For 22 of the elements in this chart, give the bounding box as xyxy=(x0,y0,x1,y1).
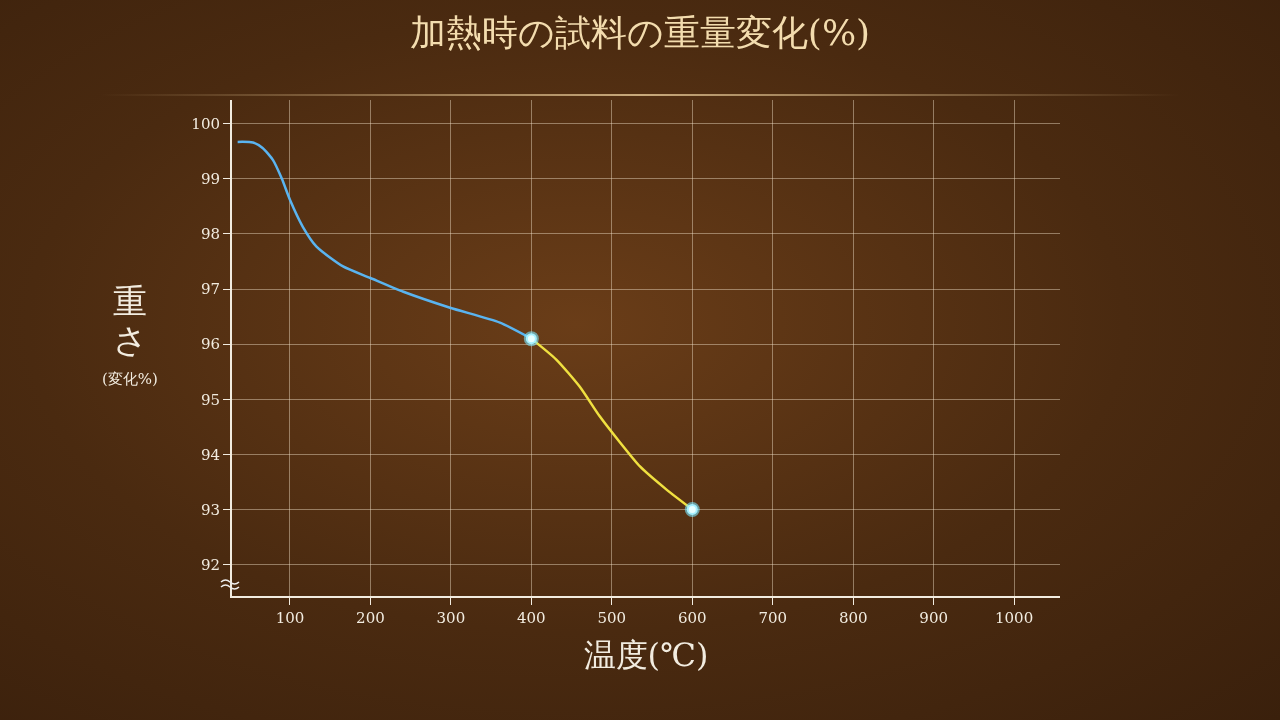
y-tick-label: 98 xyxy=(200,225,220,244)
y-tick-label: 93 xyxy=(200,500,220,519)
x-tick-label: 600 xyxy=(677,609,707,627)
x-tick-label: 100 xyxy=(275,609,305,627)
x-tick-label: 400 xyxy=(517,609,546,627)
x-tick-label: 300 xyxy=(436,609,466,627)
x-tick-label: 800 xyxy=(838,609,868,627)
y-tick-label: 96 xyxy=(200,335,220,354)
y-tick-label: 97 xyxy=(200,280,220,299)
chart-title: 加熱時の試料の重量変化(%) xyxy=(409,12,871,53)
x-tick-label: 500 xyxy=(597,609,627,627)
x-tick-label: 1000 xyxy=(995,609,1034,627)
y-tick-label: 100 xyxy=(191,114,220,133)
y-axis-title: 重さ (変化%) xyxy=(101,281,159,390)
x-tick-label: 200 xyxy=(356,609,385,627)
x-tick-label: 700 xyxy=(758,609,788,627)
x-tick-label: 900 xyxy=(919,609,948,627)
y-tick-label: 95 xyxy=(200,390,220,409)
y-tick-label: 99 xyxy=(200,170,220,189)
y-tick-label: 94 xyxy=(200,445,220,464)
y-tick-label: 92 xyxy=(200,555,220,574)
x-axis-title: 温度(℃) xyxy=(583,636,709,675)
